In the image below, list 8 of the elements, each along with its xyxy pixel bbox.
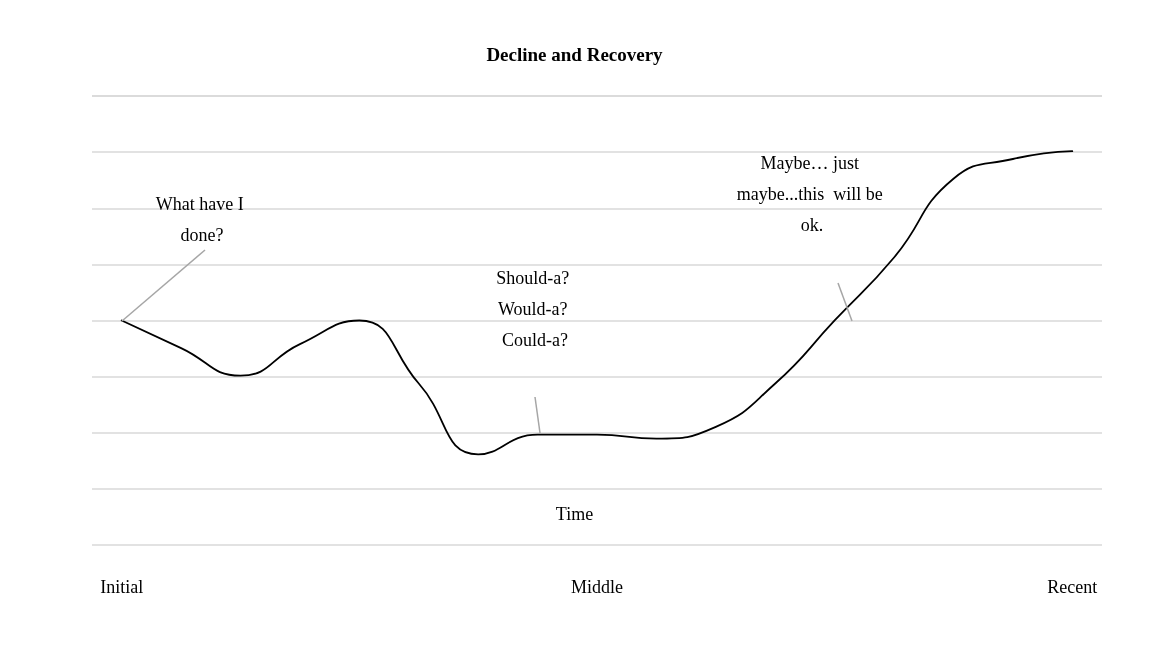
annotation: What have I done? bbox=[155, 193, 249, 245]
chart-title: Decline and Recovery bbox=[486, 44, 664, 65]
x-tick-label: Recent bbox=[1047, 577, 1098, 597]
annotation: Should-a? Would-a? Could-a? bbox=[496, 267, 574, 350]
x-axis-title: Time bbox=[555, 504, 594, 524]
x-tick-label: Initial bbox=[100, 577, 144, 597]
x-tick-label: Middle bbox=[571, 577, 624, 597]
annotation: Maybe… just maybe...this will be ok. bbox=[736, 152, 888, 235]
